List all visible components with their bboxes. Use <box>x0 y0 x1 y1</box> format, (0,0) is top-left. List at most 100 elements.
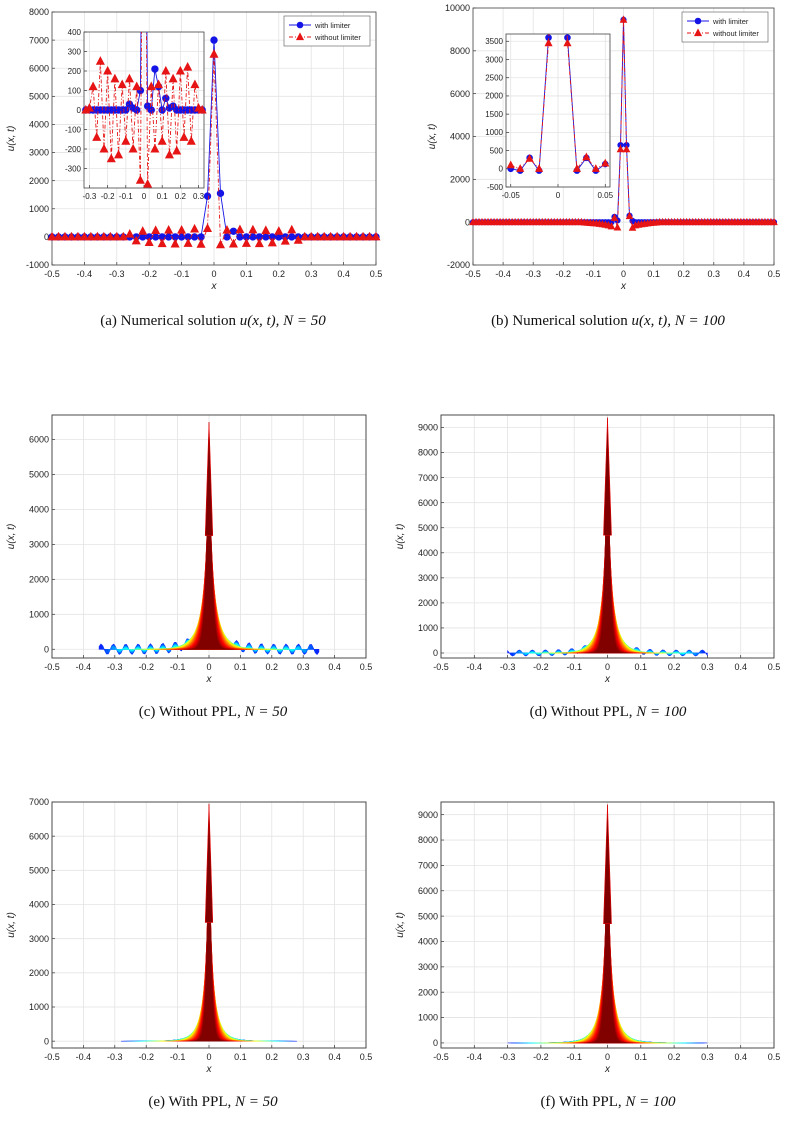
x-tick-label: 0.3 <box>701 662 714 672</box>
x-tick-label: 0.4 <box>337 269 350 279</box>
x-tick-label: 0.4 <box>738 269 751 279</box>
x-tick-label: 0 <box>211 269 216 279</box>
x-tick-label: 0.4 <box>328 662 341 672</box>
y-tick-label: 0 <box>433 648 438 658</box>
data-point <box>216 189 225 198</box>
y-tick-label: 5000 <box>418 911 438 921</box>
x-tick-label: 0.4 <box>734 1052 747 1062</box>
x-tick-label: -0.4 <box>495 269 511 279</box>
axes-frame-top <box>440 801 775 1049</box>
x-tick-label: -0.2 <box>556 269 572 279</box>
data-point <box>147 106 155 114</box>
caption-f: (f) With PPL, N = 100 <box>428 1094 788 1111</box>
x-tick-label: -0.4 <box>76 1052 92 1062</box>
caption-tag: (b) <box>491 313 509 329</box>
data-point <box>79 231 89 241</box>
x-tick-label: -0.3 <box>107 662 123 672</box>
data-point <box>124 73 134 83</box>
x-tick-label: -0.1 <box>170 1052 186 1062</box>
y-tick-label: 8000 <box>450 46 470 56</box>
data-point <box>248 224 258 234</box>
x-tick-label: 0 <box>621 269 626 279</box>
x-tick-label: 0.5 <box>768 662 781 672</box>
y-axis-label: u(x, t) <box>427 124 438 150</box>
data-point <box>306 231 316 241</box>
data-point <box>172 145 182 155</box>
data-point <box>235 224 245 234</box>
y-tick-label: 10000 <box>445 3 470 13</box>
x-tick-label: -0.5 <box>433 662 449 672</box>
y-tick-label: 3000 <box>418 962 438 972</box>
x-tick-label: 0.4 <box>734 662 747 672</box>
y-tick-label: 2000 <box>29 968 49 978</box>
y-tick-label: 2000 <box>418 987 438 997</box>
data-point <box>164 225 174 234</box>
y-tick-label: 6000 <box>29 831 49 841</box>
data-point <box>619 15 628 23</box>
x-tick-label: -0.4 <box>77 269 93 279</box>
data-point <box>525 153 534 162</box>
x-tick-label: -0.3 <box>109 269 125 279</box>
data-point <box>287 224 297 234</box>
data-point <box>222 225 232 234</box>
y-tick-label: 6000 <box>418 886 438 896</box>
y-axis-label: u(x, t) <box>6 912 17 938</box>
y-tick-label: 1000 <box>418 1013 438 1023</box>
y-tick-label: 6000 <box>418 498 438 508</box>
data-point <box>168 73 178 83</box>
x-tick-label: 0.5 <box>360 1052 373 1062</box>
y-tick-label: 100 <box>68 86 82 95</box>
y-tick-label: 3000 <box>485 55 503 64</box>
x-tick-label: 0.2 <box>668 662 681 672</box>
data-point <box>300 231 310 241</box>
x-tick-label: 0.3 <box>305 269 318 279</box>
y-tick-label: 8000 <box>418 835 438 845</box>
data-point <box>202 223 213 232</box>
data-point <box>186 136 196 145</box>
x-tick-label: -0.2 <box>138 1052 154 1062</box>
chart-panel-b: -0.5 -0.4 -0.3 -0.2 -0.1 0 0.1 0.2 0.3 0.4 0.5 -200… <box>427 3 780 292</box>
y-tick-label: 4000 <box>418 548 438 558</box>
y-tick-label: 6000 <box>450 89 470 99</box>
data-point <box>582 152 591 161</box>
x-tick-label: 0.2 <box>677 269 690 279</box>
data-point <box>47 231 57 241</box>
axes-frame <box>472 7 775 266</box>
y-tick-label: 3000 <box>418 573 438 583</box>
y-tick-label: 1000 <box>418 623 438 633</box>
data-point <box>112 231 122 241</box>
data-point <box>371 231 381 241</box>
data-point <box>133 106 141 114</box>
inset-chart: -0.3 -0.2 -0.1 0 0.1 0.2 0.3 -300 -200 -100 0 100 20… <box>65 28 207 201</box>
data-point <box>572 164 581 172</box>
data-point <box>332 231 342 241</box>
y-tick-label: 2000 <box>418 598 438 608</box>
data-point <box>313 231 323 241</box>
x-tick-label: 0 <box>556 191 561 200</box>
data-point <box>128 143 138 153</box>
y-tick-label: 0 <box>44 644 49 654</box>
data-point <box>601 158 610 167</box>
data-point <box>209 49 219 58</box>
y-tick-label: 4000 <box>29 900 49 910</box>
data-point <box>86 231 96 241</box>
data-point <box>179 132 189 141</box>
y-tick-label: 1000 <box>29 1002 49 1012</box>
x-axis-label: x <box>604 674 611 685</box>
data-point <box>210 36 218 44</box>
chart-panel-f: -0.5 -0.4 -0.3 -0.2 -0.1 0 0.1 0.2 0.3 0.4 0.5 0 100… <box>395 801 780 1075</box>
x-tick-label: -0.5 <box>44 269 60 279</box>
data-point <box>339 231 349 241</box>
data-point <box>157 136 167 145</box>
data-point <box>215 239 226 249</box>
data-point <box>151 65 159 73</box>
x-tick-label: -0.2 <box>533 1052 549 1062</box>
x-tick-label: 0.2 <box>273 269 286 279</box>
x-tick-label: -0.2 <box>101 192 115 201</box>
data-point <box>563 38 572 47</box>
x-tick-label: 0.3 <box>701 1052 714 1062</box>
data-point <box>613 223 622 231</box>
chart-panel-a: -0.5 -0.4 -0.3 -0.2 -0.1 0 0.1 0.2 0.3 0.4 0.5 -100… <box>6 7 382 292</box>
y-tick-label: -300 <box>65 164 82 173</box>
y-tick-label: 1000 <box>29 609 49 619</box>
